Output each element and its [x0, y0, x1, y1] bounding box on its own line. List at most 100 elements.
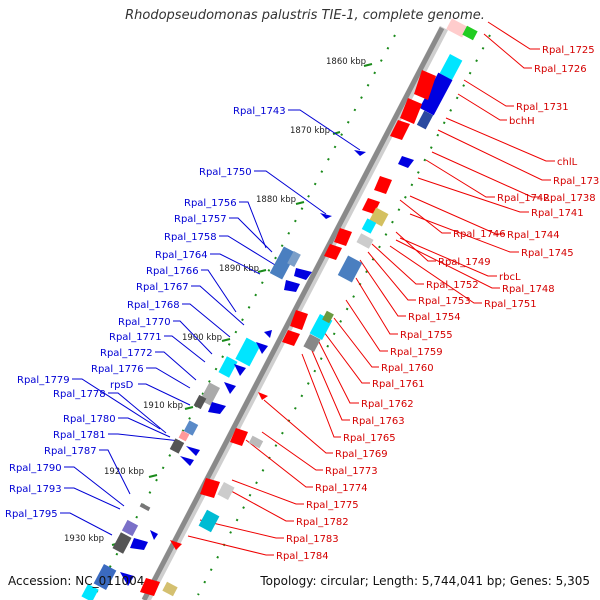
- gene-label: Rpal_1749: [438, 257, 491, 268]
- gene-box: [337, 255, 363, 283]
- gene-label: Rpal_1768: [127, 300, 180, 311]
- gene-box: [419, 72, 453, 116]
- connector-line: [261, 431, 323, 471]
- connector-line: [483, 33, 532, 69]
- gene-label: Rpal_1766: [146, 266, 199, 277]
- gene-label: Rpal_1750: [199, 167, 252, 178]
- gene-box: [303, 334, 321, 352]
- gene-arrow: [390, 120, 410, 140]
- gene-label: Rpal_1774: [315, 483, 368, 494]
- gene-arrow: [230, 428, 248, 446]
- gene-arrow: [334, 228, 352, 246]
- outer-guide-line: [94, 34, 396, 596]
- left-connectors: [60, 109, 361, 536]
- gene-box: [162, 581, 178, 597]
- gene-box: [121, 519, 139, 537]
- gene-box: [139, 502, 151, 512]
- gene-label: Rpal_1772: [100, 348, 153, 359]
- connector-line: [437, 129, 551, 181]
- gene-label: chlL: [557, 157, 578, 168]
- tick-1910: [184, 406, 194, 410]
- tick-1920: [148, 474, 158, 478]
- gene-box: [112, 532, 132, 554]
- connector-line: [288, 109, 361, 151]
- tick-1890: [257, 269, 267, 273]
- connector-line: [317, 339, 359, 404]
- gene-label: rpsD: [110, 380, 134, 391]
- kbp-label: 1930 kbp: [64, 534, 104, 544]
- connector-line: [389, 245, 482, 304]
- gene-arrow: [208, 402, 226, 414]
- connector-line: [317, 323, 370, 384]
- gene-label: Rpal_1771: [109, 332, 162, 343]
- gene-label: Rpal_1770: [118, 317, 171, 328]
- gene-arrow: [414, 70, 436, 100]
- connector-line: [245, 439, 313, 488]
- right-connectors: [187, 21, 555, 556]
- connector-line: [210, 253, 261, 275]
- connector-line: [108, 433, 181, 442]
- gene-arrow: [264, 330, 272, 338]
- connector-line: [64, 466, 125, 507]
- gene-box: [198, 509, 220, 533]
- gene-box: [183, 420, 199, 436]
- gene-arrow: [170, 540, 182, 550]
- connector-line: [108, 392, 167, 434]
- connector-line: [345, 299, 388, 352]
- connector-line: [355, 277, 398, 335]
- connector-line: [231, 479, 304, 505]
- connector-line: [333, 317, 379, 368]
- gene-label: rbcL: [499, 272, 521, 283]
- connector-line: [301, 353, 341, 438]
- connector-line: [487, 21, 540, 50]
- gene-label: Rpal_1795: [5, 509, 58, 520]
- minus-strand-genes: [81, 150, 366, 600]
- connector-line: [182, 303, 231, 338]
- gene-box: [369, 207, 389, 227]
- gene-label: Rpal_1776: [91, 364, 144, 375]
- gene-label: Rpal_1761: [372, 379, 425, 390]
- gene-label: Rpal_1755: [400, 330, 453, 341]
- gene-arrow: [282, 330, 300, 346]
- backbone-line: [141, 26, 445, 600]
- gene-arrow: [130, 538, 148, 550]
- gene-label: Rpal_1744: [507, 230, 560, 241]
- gene-label: Rpal_1751: [484, 299, 537, 310]
- connector-line: [118, 417, 171, 438]
- connector-line: [263, 399, 333, 454]
- gene-box: [269, 246, 297, 280]
- connector-line: [60, 512, 113, 536]
- connector-line: [431, 151, 541, 198]
- topology-text: Topology: circular; Length: 5,744,041 bp…: [260, 574, 590, 588]
- gene-label: Rpal_1773: [325, 466, 378, 477]
- gene-box: [169, 438, 185, 454]
- gene-label: Rpal_1748: [502, 284, 555, 295]
- gene-arrow: [374, 176, 392, 194]
- gene-arrow: [200, 478, 220, 498]
- connector-line: [359, 259, 406, 317]
- gene-label: Rpal_1757: [174, 214, 227, 225]
- gene-label: Rpal_1775: [306, 500, 359, 511]
- gene-arrow: [256, 342, 268, 354]
- connector-line: [463, 79, 514, 107]
- gene-label: Rpal_1790: [9, 463, 62, 474]
- gene-label: bchH: [509, 116, 535, 127]
- connector-line: [457, 93, 507, 121]
- gene-label: Rpal_1725: [542, 45, 595, 56]
- gene-arrow: [320, 213, 332, 219]
- gene-box: [416, 110, 434, 130]
- gene-label: Rpal_1746: [453, 229, 506, 240]
- tick-1860: [363, 63, 373, 67]
- connector-line: [99, 449, 131, 495]
- kbp-label: 1890 kbp: [219, 264, 259, 274]
- gene-arrow: [284, 280, 300, 292]
- connector-line: [219, 235, 281, 269]
- gene-arrow: [140, 578, 160, 596]
- gene-label: Rpal_1784: [276, 551, 329, 562]
- connector-line: [164, 335, 206, 363]
- gene-box: [178, 430, 190, 442]
- gene-box: [322, 310, 334, 324]
- gene-box: [93, 564, 117, 590]
- gene-arrow: [180, 456, 194, 466]
- connector-line: [239, 201, 267, 249]
